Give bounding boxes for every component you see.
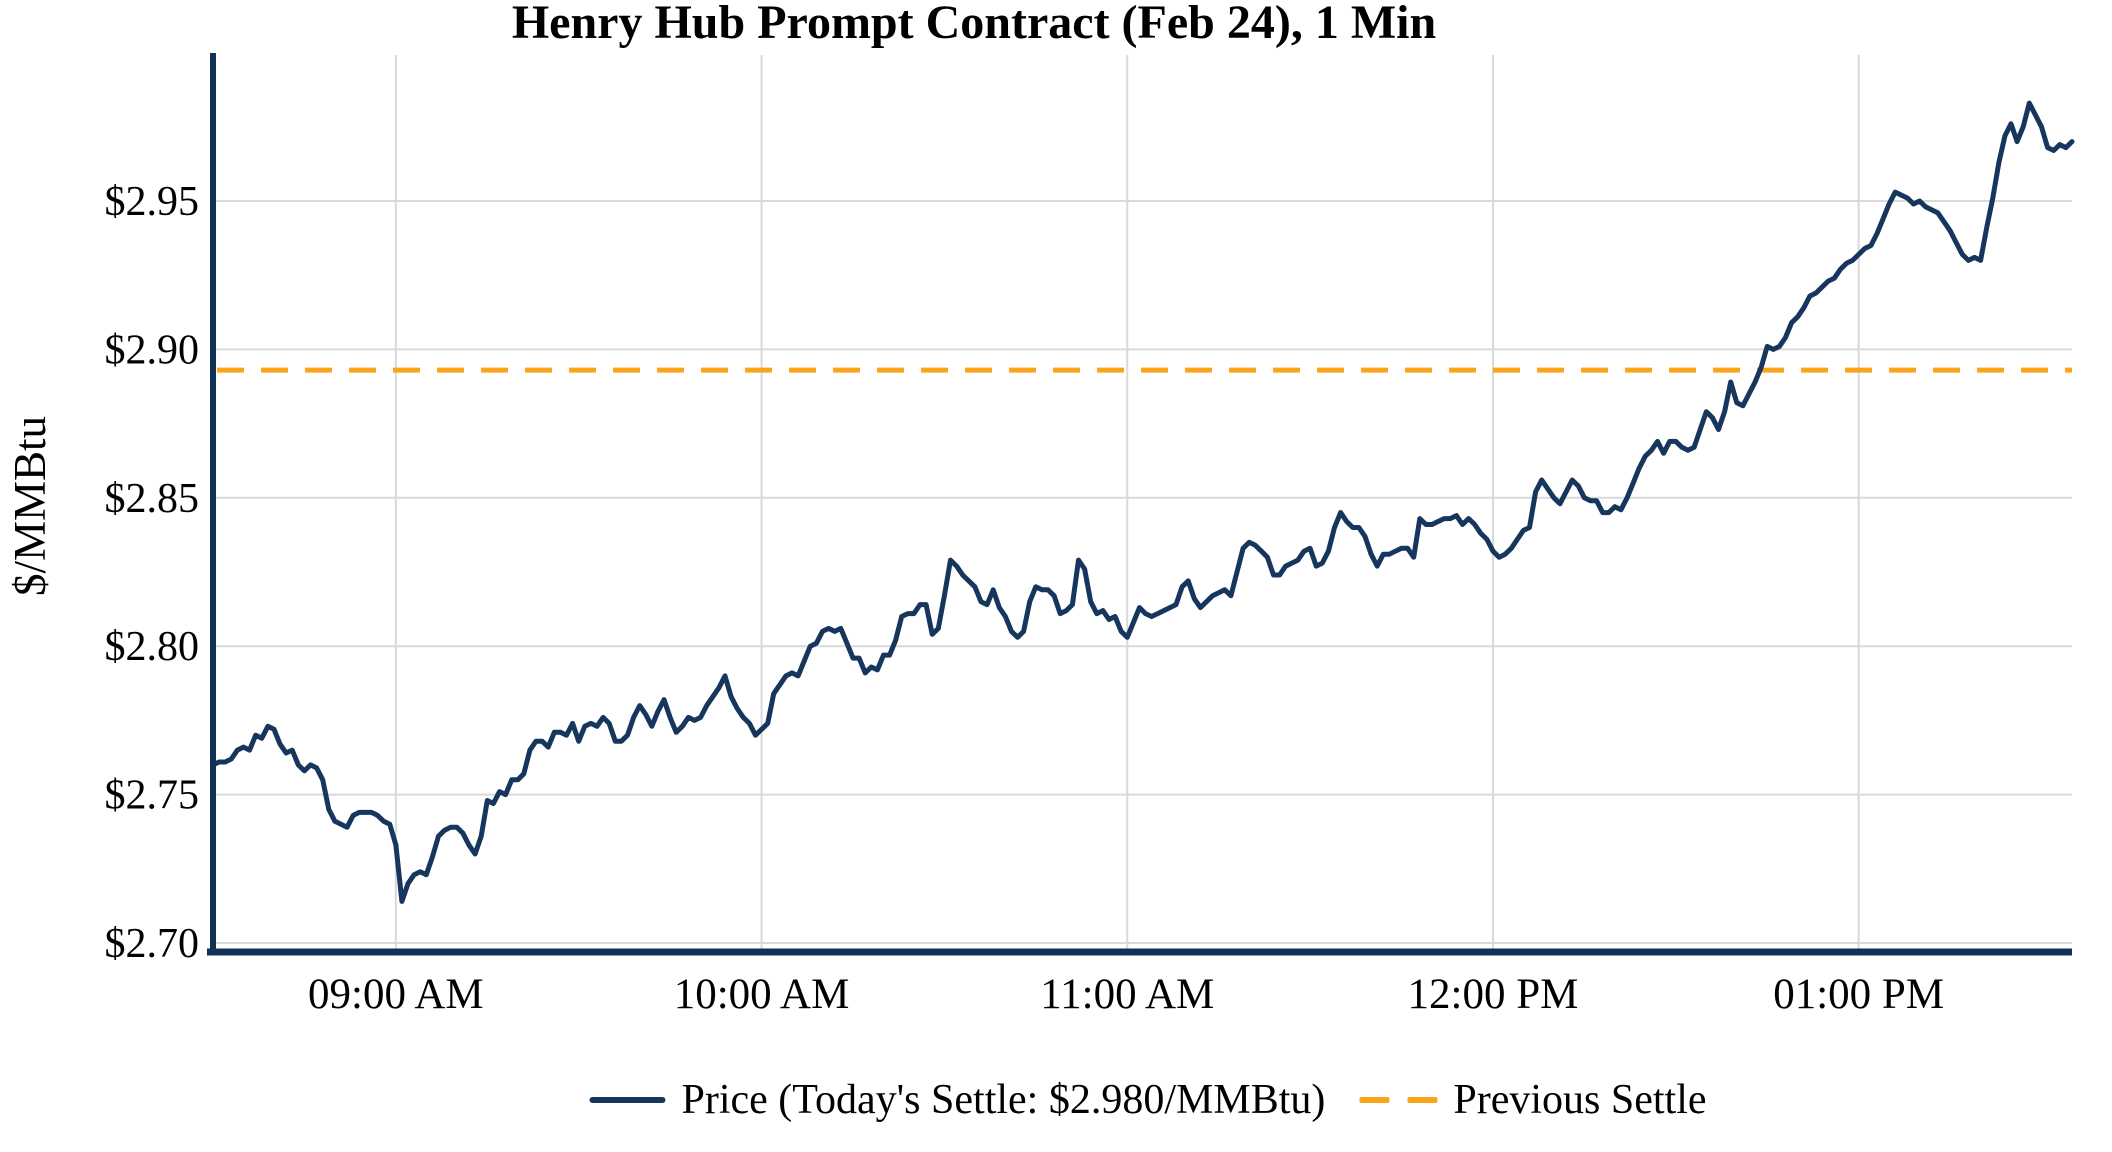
y-tick-label: $2.95: [105, 179, 200, 225]
dash-segment: [1359, 1097, 1390, 1103]
x-tick-label: 01:00 PM: [1773, 971, 1944, 1018]
legend: Price (Today's Settle: $2.980/MMBtu) Pre…: [589, 1070, 1707, 1130]
x-tick-label: 09:00 AM: [308, 971, 484, 1018]
y-tick-label: $2.85: [105, 476, 200, 522]
y-tick-label: $2.70: [105, 921, 200, 967]
dash-segment: [1407, 1097, 1438, 1103]
y-tick-label: $2.75: [105, 773, 200, 819]
price-line: [210, 100, 2075, 904]
x-tick-label: 12:00 PM: [1408, 971, 1579, 1018]
x-tick-label: 10:00 AM: [674, 971, 850, 1018]
chart-title: Henry Hub Prompt Contract (Feb 24), 1 Mi…: [511, 0, 1437, 49]
previous-settle-label: Previous Settle: [1453, 1077, 1707, 1123]
y-tick-label: $2.80: [105, 624, 200, 670]
x-tick-label: 11:00 AM: [1040, 971, 1214, 1018]
price-series-swatch: [589, 1097, 666, 1103]
y-tick-label: $2.90: [105, 327, 200, 373]
price-series-label: Price (Today's Settle: $2.980/MMBtu): [681, 1077, 1326, 1123]
previous-settle-swatch: [1359, 1097, 1438, 1103]
